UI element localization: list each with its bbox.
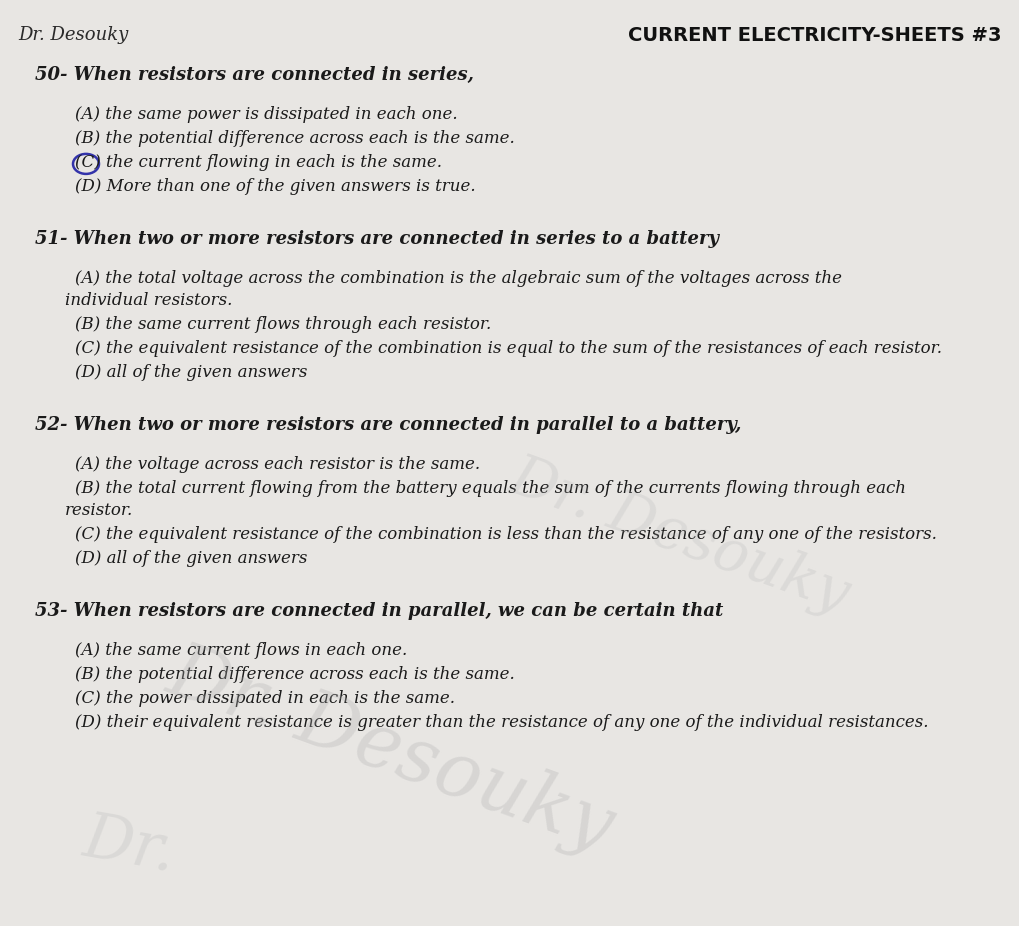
- Text: CURRENT ELECTRICITY-SHEETS #3: CURRENT ELECTRICITY-SHEETS #3: [628, 26, 1001, 45]
- Text: individual resistors.: individual resistors.: [65, 292, 232, 309]
- Text: 53- When resistors are connected in parallel, we can be certain that: 53- When resistors are connected in para…: [35, 602, 722, 620]
- Text: (C) the power dissipated in each is the same.: (C) the power dissipated in each is the …: [75, 690, 454, 707]
- Text: (D) More than one of the given answers is true.: (D) More than one of the given answers i…: [75, 178, 475, 195]
- Text: (D) all of the given answers: (D) all of the given answers: [75, 364, 307, 381]
- Text: Dr. Desouky: Dr. Desouky: [157, 635, 623, 867]
- Text: resistor.: resistor.: [65, 502, 133, 519]
- Text: 52- When two or more resistors are connected in parallel to a battery,: 52- When two or more resistors are conne…: [35, 416, 741, 434]
- Text: (C) the equivalent resistance of the combination is equal to the sum of the resi: (C) the equivalent resistance of the com…: [75, 340, 942, 357]
- Text: (B) the total current flowing from the battery equals the sum of the currents fl: (B) the total current flowing from the b…: [75, 480, 905, 497]
- Text: (C) the equivalent resistance of the combination is less than the resistance of : (C) the equivalent resistance of the com…: [75, 526, 936, 543]
- Text: (B) the potential difference across each is the same.: (B) the potential difference across each…: [75, 666, 515, 683]
- Text: (D) their equivalent resistance is greater than the resistance of any one of the: (D) their equivalent resistance is great…: [75, 714, 927, 731]
- Text: (A) the same current flows in each one.: (A) the same current flows in each one.: [75, 642, 407, 659]
- Text: (D) all of the given answers: (D) all of the given answers: [75, 550, 307, 567]
- Text: (B) the same current flows through each resistor.: (B) the same current flows through each …: [75, 316, 491, 333]
- Text: Dr.: Dr.: [78, 807, 181, 884]
- Text: Dr. Desouky: Dr. Desouky: [18, 26, 128, 44]
- Text: 50- When resistors are connected in series,: 50- When resistors are connected in seri…: [35, 66, 474, 84]
- Text: (A) the voltage across each resistor is the same.: (A) the voltage across each resistor is …: [75, 456, 480, 473]
- Text: (B) the potential difference across each is the same.: (B) the potential difference across each…: [75, 130, 515, 147]
- Text: (A) the same power is dissipated in each one.: (A) the same power is dissipated in each…: [75, 106, 458, 123]
- Text: (A) the total voltage across the combination is the algebraic sum of the voltage: (A) the total voltage across the combina…: [75, 270, 841, 287]
- Text: (C) the current flowing in each is the same.: (C) the current flowing in each is the s…: [75, 154, 441, 171]
- Text: Dr. Desouky: Dr. Desouky: [501, 448, 857, 624]
- Text: 51- When two or more resistors are connected in series to a battery: 51- When two or more resistors are conne…: [35, 230, 718, 248]
